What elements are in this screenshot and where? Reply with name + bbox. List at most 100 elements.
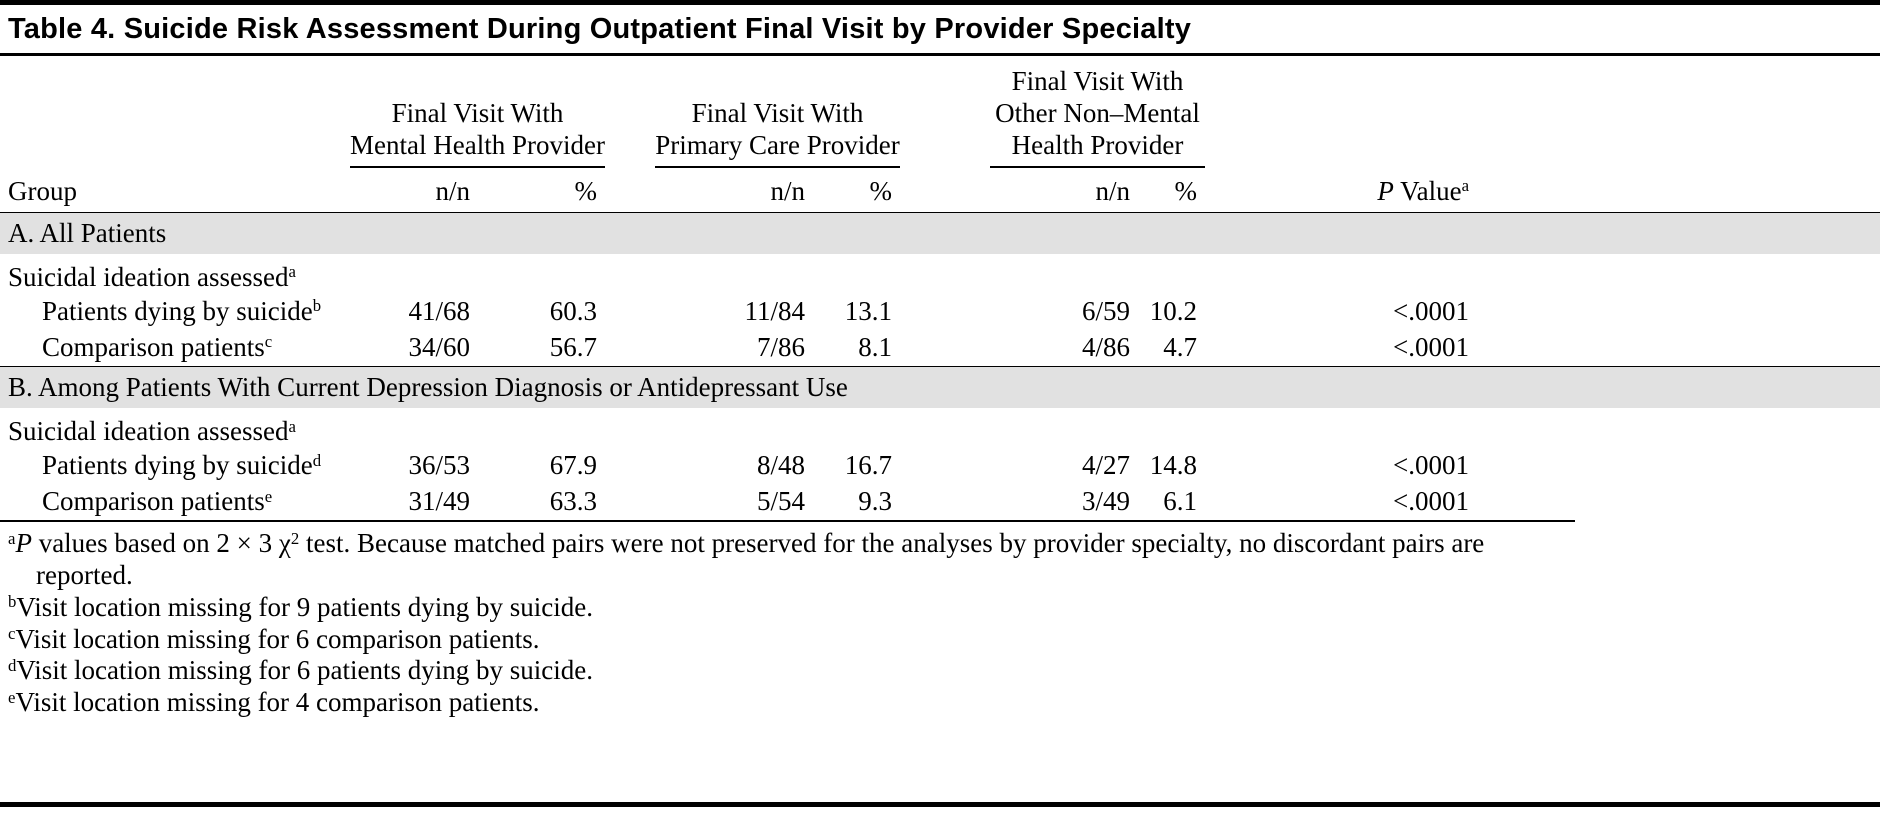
subhead-superscript: a [288, 416, 296, 436]
row-label: Comparison patientsc [0, 330, 350, 367]
gap-cell [605, 166, 655, 213]
section-header-a: A. All Patients [0, 211, 1880, 254]
row-label-superscript: e [264, 486, 273, 506]
tail-cell [1475, 448, 1880, 484]
row-label: Comparison patientse [0, 484, 350, 520]
cell-p-value: <.0001 [1393, 295, 1470, 326]
cell-other-pct: 6.1 [1163, 485, 1198, 516]
gap-cell [900, 484, 990, 520]
gap-cell [1205, 484, 1285, 520]
gap-cell [605, 484, 655, 520]
title-rule [0, 53, 1880, 56]
nn-column-header: n/n [655, 166, 805, 213]
cell-mh-pct: 60.3 [549, 295, 597, 326]
table-row: Comparison patientse 31/49 63.3 5/54 9.3… [0, 484, 1880, 520]
tail-cell [1475, 56, 1880, 167]
tail-cell [1475, 294, 1880, 330]
footnote-superscript: a [8, 528, 16, 548]
cell-mh-pct: 67.9 [549, 449, 597, 480]
cell-mh-nn: 36/53 [408, 449, 470, 480]
subhead-label: Suicidal ideation assesseda [0, 408, 1880, 448]
gap-cell [1205, 294, 1285, 330]
tail-cell [1475, 166, 1880, 213]
footnotes: aP values based on 2 × 3 χ2 test. Becaus… [0, 520, 1575, 719]
gap-cell [1205, 56, 1285, 167]
pct-column-header: % [470, 166, 605, 213]
table-row: Patients dying by suicideb 41/68 60.3 11… [0, 294, 1880, 330]
cell-mh-nn: 31/49 [408, 485, 470, 516]
p-italic: P [1377, 175, 1394, 206]
footnote-text: Visit location missing for 4 comparison … [15, 687, 540, 718]
spanner-header-row: Final Visit With Mental Health Provider … [0, 56, 1880, 168]
cell-other-nn: 3/49 [1081, 485, 1130, 516]
chi-square-superscript: 2 [290, 528, 300, 548]
cell-pc-nn: 5/54 [756, 485, 805, 516]
subhead-row: Suicidal ideation assesseda [0, 408, 1880, 448]
footnote-text: Visit location missing for 6 comparison … [15, 623, 540, 654]
footnote-text: test. Because matched pairs were not pre… [36, 528, 1485, 590]
row-label-superscript: c [264, 332, 273, 352]
cell-pc-pct: 13.1 [844, 295, 892, 326]
cell-other-pct: 10.2 [1149, 295, 1198, 326]
gap-cell [900, 330, 990, 367]
subhead-label: Suicidal ideation assesseda [0, 254, 1880, 294]
cell-other-nn: 4/86 [1081, 331, 1130, 362]
footnote-d: dVisit location missing for 6 patients d… [8, 655, 1567, 687]
row-label-text: Patients dying by suicide [42, 295, 313, 326]
row-label-text: Patients dying by suicide [42, 449, 313, 480]
gap-cell [605, 56, 655, 167]
spanner-line: Other Non–Mental [995, 97, 1200, 128]
cell-pc-pct: 8.1 [858, 331, 892, 362]
cell-other-pct: 4.7 [1163, 331, 1198, 362]
cell-p-value: <.0001 [1393, 449, 1470, 480]
spanner-other-nonmental-provider: Final Visit With Other Non–Mental Health… [990, 56, 1206, 168]
footnote-a: aP values based on 2 × 3 χ2 test. Becaus… [8, 528, 1567, 592]
p-value-column-header: P Valuea [1285, 166, 1476, 213]
subhead-text: Suicidal ideation assessed [8, 261, 289, 292]
cell-other-nn: 4/27 [1081, 449, 1130, 480]
pct-column-header: % [1130, 166, 1206, 213]
gap-cell [605, 448, 655, 484]
gap-cell [605, 294, 655, 330]
cell-pc-pct: 16.7 [844, 449, 892, 480]
table-row: Patients dying by suicided 36/53 67.9 8/… [0, 448, 1880, 484]
nn-column-header: n/n [990, 166, 1130, 213]
cell-pc-pct: 9.3 [858, 485, 892, 516]
row-label: Patients dying by suicideb [0, 294, 350, 330]
spanner-empty-cell [0, 56, 350, 167]
spanner-mental-health-provider: Final Visit With Mental Health Provider [350, 56, 605, 168]
gap-cell [1205, 166, 1286, 213]
row-label-superscript: b [312, 296, 322, 316]
tail-cell [1475, 484, 1880, 520]
footnote-superscript: c [8, 624, 16, 644]
gap-cell [900, 448, 990, 484]
footnote-text: Visit location missing for 9 patients dy… [16, 591, 593, 622]
footnote-text: Visit location missing for 6 patients dy… [16, 655, 593, 686]
cell-pc-nn: 7/86 [756, 331, 805, 362]
subhead-row: Suicidal ideation assesseda [0, 254, 1880, 294]
table-title: Table 4. Suicide Risk Assessment During … [8, 13, 1192, 45]
group-column-header: Group [0, 166, 350, 213]
cell-p-value: <.0001 [1393, 485, 1470, 516]
footnote-superscript: e [8, 687, 16, 707]
cell-pc-nn: 11/84 [744, 295, 806, 326]
gap-cell [1205, 448, 1285, 484]
gap-cell [900, 56, 990, 167]
gap-cell [900, 294, 990, 330]
p-value-superscript: a [1461, 176, 1470, 196]
bottom-rule [0, 802, 1880, 807]
footnote-superscript: b [8, 592, 17, 612]
spanner-line: Mental Health Provider [350, 129, 605, 160]
spanner-line: Primary Care Provider [655, 129, 900, 160]
gap-cell [1205, 330, 1285, 367]
column-header-row: Group n/n % n/n % n/n % P Valuea [0, 166, 1880, 213]
row-label: Patients dying by suicided [0, 448, 350, 484]
cell-other-nn: 6/59 [1081, 295, 1130, 326]
footnote-c: cVisit location missing for 6 comparison… [8, 624, 1567, 656]
spanner-line: Final Visit With [1011, 66, 1184, 96]
nn-column-header: n/n [350, 166, 470, 213]
section-title: B. Among Patients With Current Depressio… [0, 365, 1880, 408]
gap-cell [605, 330, 655, 367]
row-label-text: Comparison patients [42, 331, 265, 362]
